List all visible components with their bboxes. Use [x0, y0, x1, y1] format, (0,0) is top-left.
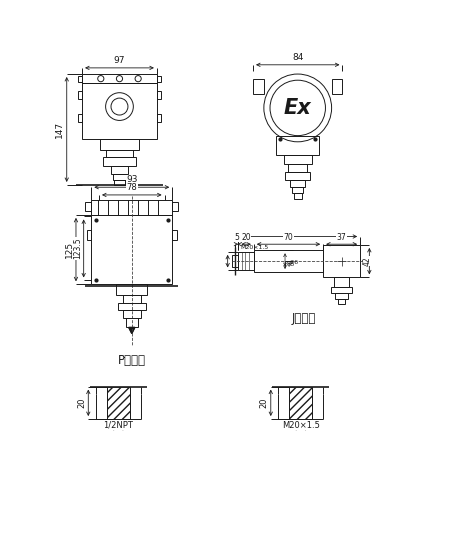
Text: 93: 93 [126, 175, 138, 184]
Bar [288, 164, 307, 172]
Bar [91, 215, 172, 284]
Bar [82, 83, 157, 139]
Bar [100, 139, 139, 150]
Bar [332, 79, 343, 94]
Bar [103, 157, 136, 166]
Bar [157, 76, 162, 82]
Polygon shape [129, 327, 135, 334]
Text: 20: 20 [259, 397, 269, 408]
Bar [289, 387, 313, 419]
Text: 20: 20 [241, 233, 251, 242]
Bar [123, 310, 141, 318]
Bar [254, 251, 323, 272]
Text: 20: 20 [77, 397, 86, 408]
Text: M20×1.5: M20×1.5 [240, 245, 268, 251]
Bar [172, 202, 178, 211]
Text: 125: 125 [65, 241, 74, 258]
Bar [336, 293, 348, 299]
Text: Ex: Ex [284, 98, 312, 118]
Bar [253, 79, 264, 94]
Bar [91, 200, 172, 215]
Bar [118, 303, 146, 310]
Text: φ8: φ8 [287, 262, 294, 267]
Bar [111, 166, 128, 174]
Bar [78, 114, 82, 122]
Text: 78: 78 [126, 183, 137, 192]
Text: 70: 70 [284, 233, 294, 242]
Bar [292, 187, 303, 193]
Bar [172, 231, 177, 240]
Text: 84: 84 [292, 53, 303, 62]
Bar [116, 284, 147, 295]
Bar [276, 136, 319, 155]
Bar [78, 91, 82, 99]
Text: 147: 147 [56, 121, 64, 138]
Bar [334, 278, 349, 287]
Bar [113, 174, 126, 180]
Bar [107, 387, 130, 419]
Bar [157, 91, 161, 99]
Bar [82, 74, 157, 83]
Text: J型结构: J型结构 [292, 312, 316, 325]
Bar [85, 202, 91, 211]
Text: 97: 97 [114, 56, 125, 65]
Bar [238, 252, 254, 271]
Bar [157, 114, 161, 122]
Bar [294, 193, 301, 199]
Bar [331, 287, 352, 293]
Bar [123, 295, 141, 303]
Text: 37: 37 [337, 233, 346, 242]
Text: M20×1.5: M20×1.5 [282, 421, 320, 430]
Bar [284, 155, 312, 164]
Bar [87, 231, 91, 240]
Bar [338, 299, 345, 303]
Text: φ26: φ26 [287, 260, 299, 265]
Bar [77, 76, 82, 82]
Text: P型结构: P型结构 [118, 354, 146, 367]
Bar [232, 255, 238, 267]
Bar [106, 150, 133, 157]
Bar [285, 172, 310, 179]
Bar [290, 179, 306, 187]
Bar [114, 180, 125, 185]
Text: 1/2NPT: 1/2NPT [103, 421, 133, 430]
Bar [125, 318, 138, 327]
Bar [323, 245, 360, 278]
Text: 42: 42 [363, 256, 372, 266]
Text: 123.5: 123.5 [73, 238, 82, 259]
Text: 5: 5 [234, 233, 239, 242]
